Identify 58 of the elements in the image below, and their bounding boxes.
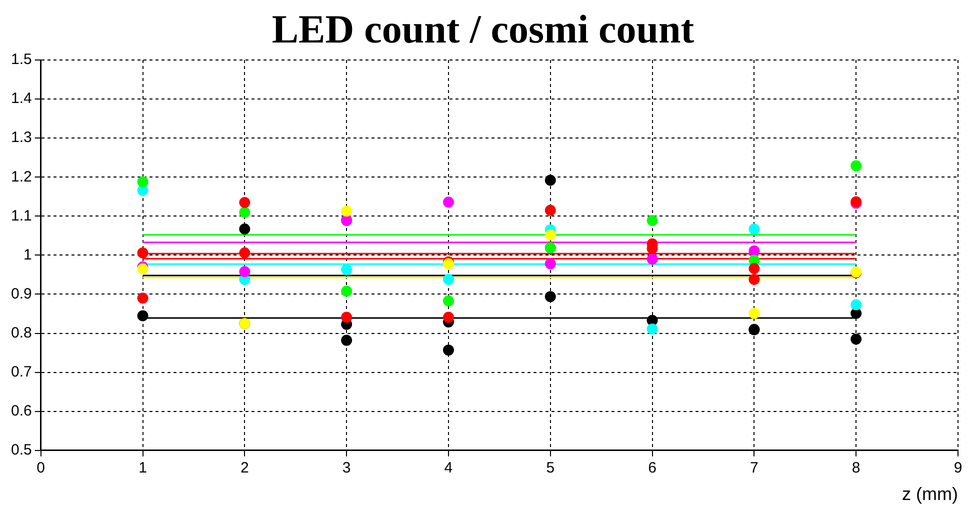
point (341, 312, 352, 323)
x-tick-label: 3 (342, 460, 351, 477)
point (646, 323, 658, 334)
y-tick-label: 1.3 (10, 129, 32, 146)
x-tick-label: 5 (546, 460, 555, 477)
y-tick-label: 1.4 (10, 90, 32, 108)
y-tick-label: 0.6 (10, 402, 32, 420)
point (544, 174, 556, 186)
point (341, 206, 352, 217)
y-tick-label: 0.5 (10, 442, 32, 459)
point (239, 224, 250, 235)
point (137, 176, 148, 188)
point (341, 264, 352, 276)
point (850, 334, 862, 345)
point (442, 344, 454, 356)
point (646, 214, 658, 226)
y-tick-label: 0.7 (10, 363, 32, 380)
y-tick-label: 0.9 (10, 285, 32, 302)
x-tick-label: 4 (444, 460, 453, 477)
point (544, 291, 556, 302)
point (748, 262, 760, 274)
x-tick-label: 6 (648, 460, 656, 477)
point (442, 295, 454, 306)
point (137, 310, 148, 322)
x-tick-label: 7 (750, 460, 758, 477)
chart-title: LED count / cosmi count (272, 6, 695, 52)
point (850, 299, 862, 310)
x-tick-label: 1 (138, 460, 147, 477)
x-tick-label: 9 (954, 460, 962, 477)
point (239, 196, 250, 208)
point (137, 247, 148, 258)
x-tick-label: 2 (240, 460, 249, 477)
point (748, 245, 760, 256)
point (544, 204, 556, 216)
point (442, 196, 454, 208)
point (137, 292, 148, 304)
y-tick-label: 1.2 (10, 168, 32, 186)
point (748, 274, 760, 285)
y-tick-label: 0.8 (10, 324, 32, 342)
point (544, 229, 556, 240)
point (442, 312, 454, 323)
point (341, 286, 352, 297)
point (442, 274, 454, 285)
x-tick-label: 0 (36, 460, 46, 477)
point (239, 247, 250, 258)
point (646, 254, 658, 265)
point (748, 224, 760, 235)
point (544, 258, 556, 270)
point (239, 266, 250, 278)
y-tick-label: 1 (24, 246, 32, 264)
y-tick-label: 1.1 (10, 207, 32, 224)
point (341, 334, 352, 346)
y-tick-label: 1.5 (10, 51, 32, 68)
point (239, 206, 250, 218)
x-axis-title: z (mm) (902, 484, 958, 504)
point (850, 160, 862, 172)
point (748, 308, 760, 319)
x-tick-label: 8 (852, 460, 860, 477)
